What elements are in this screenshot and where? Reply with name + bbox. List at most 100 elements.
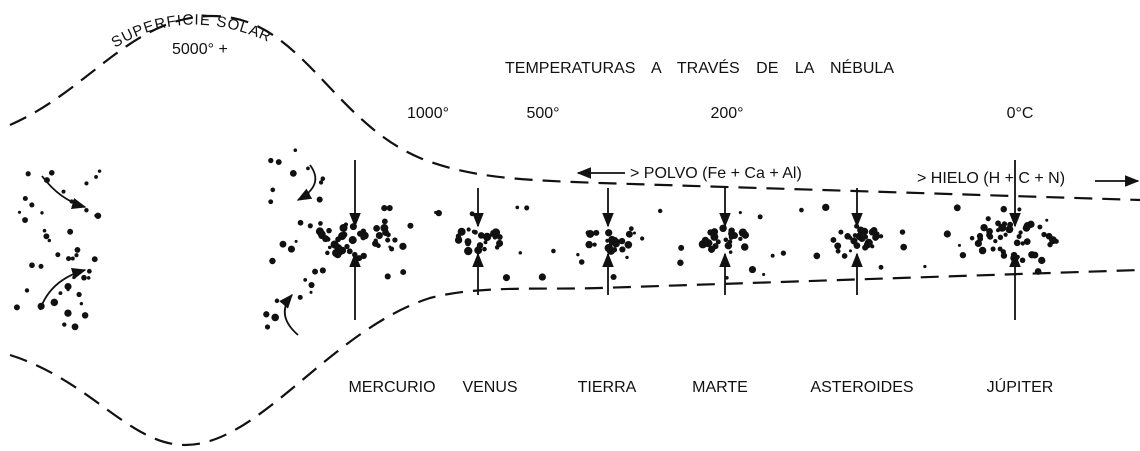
dust-particle	[66, 256, 72, 262]
dust-particle	[1018, 230, 1023, 235]
title: TEMPERATURAS A TRAVÉS DE LA NÉBULA	[505, 58, 894, 77]
dust-particle	[360, 252, 367, 260]
dust-particle	[50, 298, 59, 307]
dust-particle	[330, 240, 339, 249]
dust-particle	[699, 241, 705, 248]
dust-particle	[1031, 251, 1039, 259]
dust-particle	[1034, 268, 1042, 275]
dust-particle	[835, 248, 841, 254]
dust-particle	[1013, 239, 1021, 247]
dust-particle	[612, 236, 619, 243]
dust-particle	[593, 229, 600, 236]
dust-particle	[870, 227, 878, 234]
dust-particle	[855, 232, 864, 241]
dust-particle	[307, 223, 313, 229]
dust-particle	[518, 251, 523, 255]
dust-particle	[1038, 256, 1046, 265]
dust-particle	[1000, 252, 1008, 259]
dust-particle	[959, 251, 967, 259]
dust-particle	[725, 275, 729, 280]
dust-particle	[1017, 207, 1022, 212]
dust-particle	[864, 238, 873, 247]
dust-particle	[40, 211, 44, 215]
dust-particle	[1000, 205, 1007, 213]
dust-particle	[943, 230, 951, 238]
dust-particle	[624, 240, 633, 249]
dust-particle	[923, 264, 927, 269]
dust-particle	[738, 211, 742, 215]
dust-particle	[980, 223, 988, 232]
dust-particle	[22, 195, 28, 201]
dust-particle	[271, 313, 279, 322]
dust-particle	[264, 324, 271, 330]
dust-particle	[1016, 255, 1020, 259]
dust-particle	[346, 248, 353, 255]
dust-particle	[94, 175, 98, 179]
dust-particle	[318, 221, 323, 226]
dust-particle	[1023, 222, 1032, 230]
dust-particle	[464, 238, 472, 246]
dust-particle	[986, 228, 993, 235]
dust-particle	[619, 246, 626, 253]
dust-particle	[494, 245, 500, 250]
dust-particle	[72, 275, 76, 280]
dust-particle	[81, 274, 87, 281]
body-label: VENUS	[462, 379, 517, 396]
dust-particle	[857, 226, 865, 234]
dust-particle	[275, 159, 282, 165]
dust-particle	[74, 247, 81, 253]
dust-particle	[822, 203, 830, 212]
dust-particle	[306, 166, 310, 171]
dust-particle	[538, 273, 546, 281]
dust-particle	[316, 196, 323, 203]
dust-particle	[97, 169, 102, 173]
dust-particle	[29, 262, 35, 269]
sun-temperature: 5000° +	[172, 41, 228, 58]
dust-particle	[1010, 251, 1018, 259]
dust-particle	[1023, 238, 1031, 246]
dust-particle	[94, 212, 102, 219]
nebula-outline-bottom	[9, 268, 1140, 447]
dust-particle	[287, 245, 295, 253]
temperature-label: 1000°	[407, 105, 449, 122]
dust-particle	[17, 210, 22, 214]
dust-particle	[878, 234, 884, 239]
dust-particle	[269, 257, 276, 265]
dust-particle	[339, 223, 348, 233]
dust-particle	[373, 224, 381, 232]
dust-particle	[268, 157, 274, 164]
dust-particle	[576, 252, 580, 257]
dust-particle	[268, 199, 274, 205]
dust-particle	[86, 276, 91, 280]
dust-particle	[381, 205, 388, 212]
dust-particle	[483, 240, 488, 245]
dust-particle	[953, 204, 961, 212]
dust-particle	[748, 265, 757, 274]
dust-particle	[657, 208, 663, 214]
dust-particle	[707, 245, 716, 253]
dust-particle	[76, 291, 82, 298]
dust-particle	[457, 227, 466, 236]
dust-particle	[91, 256, 98, 263]
dust-particle	[400, 269, 407, 276]
dust-particle	[355, 255, 361, 261]
dust-particle	[496, 234, 503, 240]
dust-particle	[320, 176, 326, 182]
dust-particle	[375, 231, 383, 240]
dust-particle	[852, 233, 858, 238]
dust-particle	[899, 229, 906, 235]
dust-particle	[610, 273, 617, 281]
dust-particle	[524, 205, 530, 211]
dust-particle	[322, 235, 330, 243]
flow-label: > POLVO (Fe + Ca + Al)	[630, 165, 802, 182]
dust-particle	[305, 191, 310, 197]
dust-particle	[312, 268, 319, 275]
dust-particle	[625, 255, 629, 260]
dust-particle	[293, 148, 298, 152]
dust-particle	[900, 243, 908, 251]
dust-particle	[710, 232, 719, 241]
dust-particle	[29, 202, 35, 208]
dust-particle	[24, 288, 30, 293]
temperature-label: 200°	[710, 105, 743, 122]
